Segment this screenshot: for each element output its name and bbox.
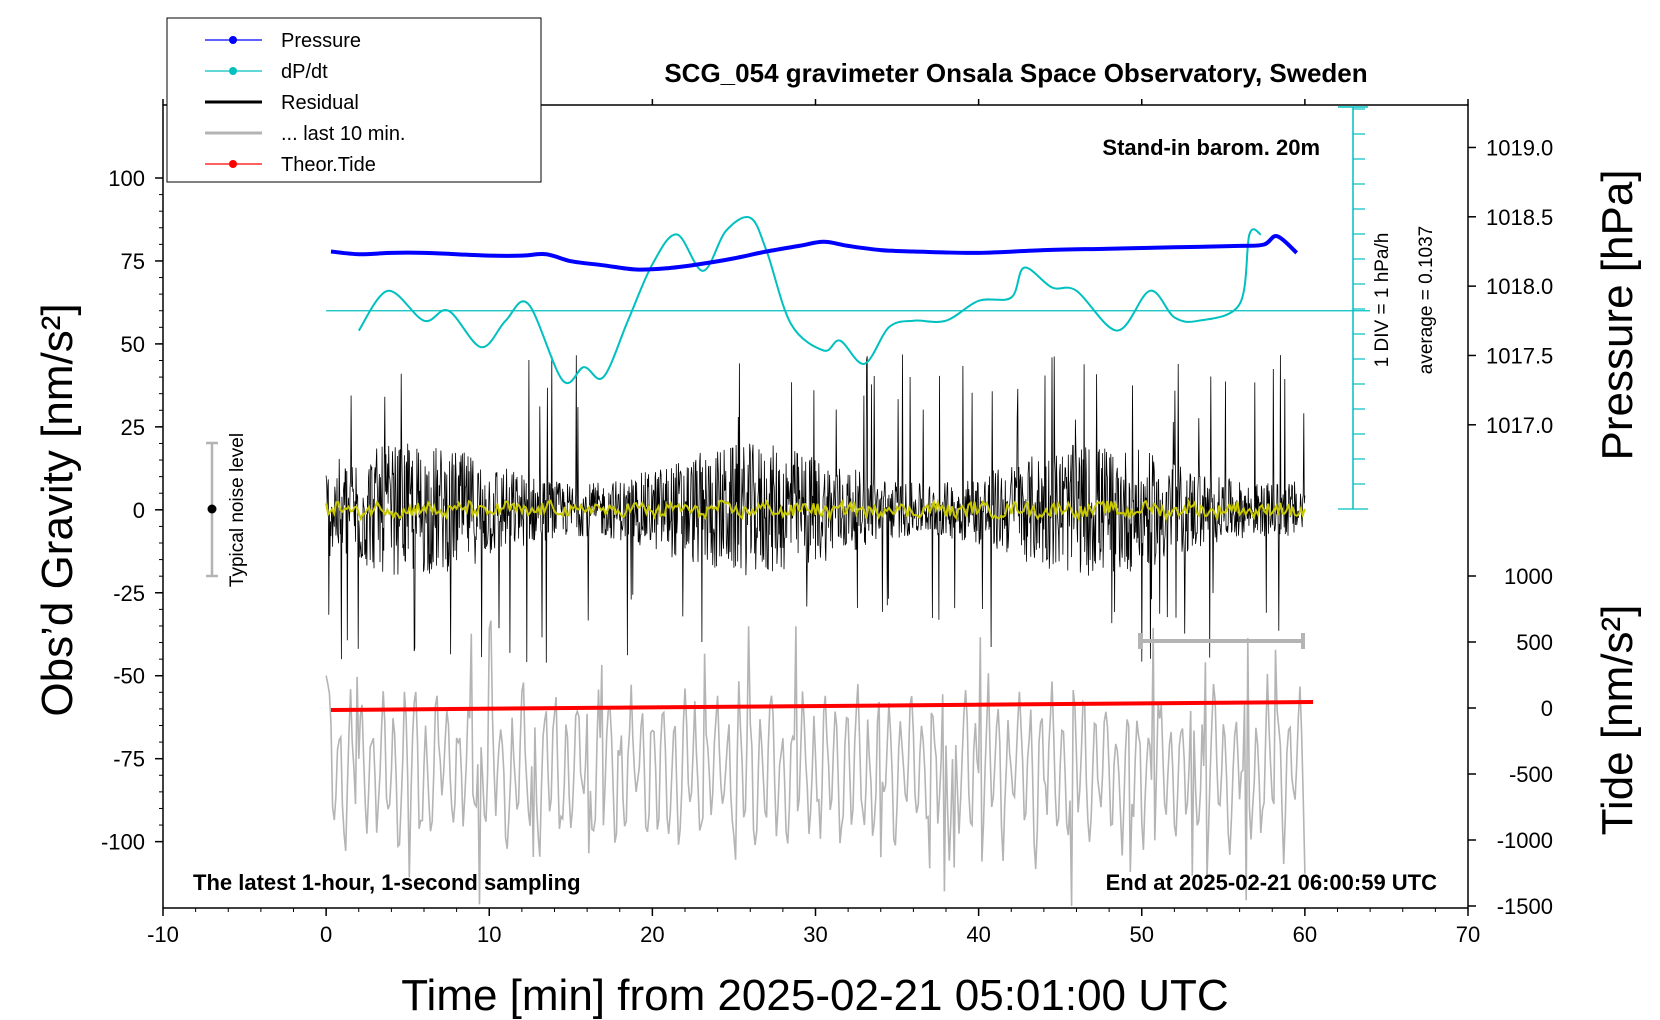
tide-tick-label: -500 <box>1509 762 1553 787</box>
pressure-tick-label: 1018.0 <box>1486 274 1553 299</box>
legend-label: Theor.Tide <box>281 154 376 176</box>
pressure-tick-label: 1017.0 <box>1486 413 1553 438</box>
end-at-note: End at 2025-02-21 06:00:59 UTC <box>1106 870 1437 895</box>
tide-tick-label: -1500 <box>1497 894 1553 919</box>
y-axis-title-tide: Tide [nm/s²] <box>1593 605 1642 836</box>
y-tick-label: 100 <box>108 166 145 191</box>
legend-label: ... last 10 min. <box>281 123 406 145</box>
pressure-layer <box>330 234 1299 272</box>
pressure-tick-label: 1019.0 <box>1486 135 1553 160</box>
y-tick-label: 75 <box>121 249 145 274</box>
y-axis-title-left: Obs’d Gravity [nm/s²] <box>33 303 82 716</box>
residual-smoothed-trace <box>325 498 1306 523</box>
average-label: average = 0.1037 <box>1416 226 1437 374</box>
legend-marker <box>229 36 237 44</box>
y-tick-label: 50 <box>121 332 145 357</box>
axes-layer: -10 0 10 20 30 40 50 60 701007550250-25-50-75-10… <box>101 99 1553 947</box>
legend-label: Residual <box>281 92 359 114</box>
x-tick-label: 60 <box>1293 922 1317 947</box>
y-tick-label: -50 <box>113 664 145 689</box>
x-axis-title: Time [min] from 2025-02-21 05:01:00 UTC <box>401 971 1228 1020</box>
x-tick-label: 30 <box>803 922 827 947</box>
chart-title: SCG_054 gravimeter Onsala Space Observat… <box>664 58 1367 88</box>
residual-trace <box>325 354 1306 663</box>
dpdt-scale-axis <box>1338 106 1368 510</box>
last-10-min-layer <box>325 620 1306 907</box>
y-tick-label: 25 <box>121 415 145 440</box>
legend-box <box>166 17 542 183</box>
dpdt-trace <box>357 216 1262 384</box>
x-tick-label: 50 <box>1130 922 1154 947</box>
last-10-min-span-marker <box>1138 633 1305 649</box>
y-tick-label: 0 <box>133 498 145 523</box>
theor-tide-trace <box>331 700 1314 712</box>
tide-tick-label: -1000 <box>1497 828 1553 853</box>
last-10-min-trace <box>325 620 1306 907</box>
tide-tick-label: 1000 <box>1504 564 1553 589</box>
x-tick-label: 40 <box>966 922 990 947</box>
noise-center-dot <box>207 504 217 514</box>
y-axis-title-pressure: Pressure [hPa] <box>1593 169 1642 460</box>
latest-note: The latest 1-hour, 1-second sampling <box>193 870 581 895</box>
pressure-tick-label: 1018.5 <box>1486 205 1553 230</box>
legend-marker <box>229 67 237 75</box>
y-tick-label: -75 <box>113 747 145 772</box>
dpdt-layer <box>326 216 1370 384</box>
div-label: 1 DIV = 1 hPa/h <box>1372 233 1393 368</box>
y-tick-label: -25 <box>113 581 145 606</box>
tide-tick-label: 500 <box>1516 630 1553 655</box>
pressure-trace <box>330 234 1299 272</box>
noise-label: Typical noise level <box>227 433 248 587</box>
x-tick-label: 0 <box>320 922 332 947</box>
legend: Pressure dP/dt Residual ... last 10 min. The… <box>166 17 542 183</box>
x-tick-label: 70 <box>1456 922 1480 947</box>
stand-in-note: Stand-in barom. 20m <box>1102 135 1320 160</box>
x-tick-label: -10 <box>147 922 179 947</box>
x-tick-label: 10 <box>477 922 501 947</box>
y-tick-label: -100 <box>101 830 145 855</box>
legend-label: dP/dt <box>281 61 328 83</box>
x-tick-label: 20 <box>640 922 664 947</box>
tide-tick-label: 0 <box>1541 696 1553 721</box>
noise-level-marker: Typical noise level <box>206 433 248 587</box>
pressure-tick-label: 1017.5 <box>1486 343 1553 368</box>
residual-smoothed-layer <box>325 498 1306 523</box>
residual-layer <box>325 354 1306 663</box>
tide-layer <box>331 700 1314 712</box>
legend-marker <box>229 160 237 168</box>
legend-label: Pressure <box>281 30 361 52</box>
